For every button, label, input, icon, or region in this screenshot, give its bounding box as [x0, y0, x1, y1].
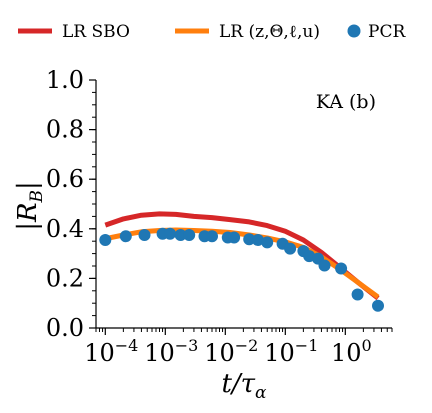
data-point	[243, 233, 256, 246]
data-point	[351, 288, 364, 301]
x-tick-base: 10	[84, 339, 115, 367]
x-tick-label: 100	[331, 336, 372, 367]
data-point	[164, 227, 176, 240]
data-point	[228, 231, 241, 244]
x-tick-base: 10	[331, 339, 362, 367]
legend-label-1: LR (z,Θ,ℓ,u)	[219, 22, 320, 42]
data-point	[206, 230, 218, 243]
data-point	[335, 262, 348, 275]
x-tick-exponent: −4	[115, 336, 139, 355]
x-axis-title-sub: α	[255, 383, 267, 403]
data-point	[251, 234, 264, 246]
legend-label-0: LR SBO	[62, 22, 130, 42]
data-point	[372, 299, 384, 312]
y-axis-title-close: |	[13, 181, 43, 190]
legend-label-2: PCR	[368, 22, 406, 42]
y-tick-label: 0.0	[46, 314, 84, 342]
data-point	[183, 229, 196, 241]
x-tick-exponent: −2	[235, 336, 259, 355]
plot-area	[99, 211, 384, 312]
x-tick-base: 10	[144, 339, 175, 367]
y-tick-label: 1.0	[46, 66, 84, 94]
data-point	[174, 229, 187, 241]
x-tick-label: 10−3	[144, 336, 198, 367]
data-point	[261, 236, 274, 249]
x-tick-base: 10	[264, 339, 295, 367]
x-tick-exponent: −3	[175, 336, 199, 355]
data-point	[119, 230, 132, 243]
x-tick-label: 10−4	[84, 336, 138, 367]
legend: LR SBO LR (z,Θ,ℓ,u) PCR	[18, 22, 406, 42]
panel-annotation: KA (b)	[316, 91, 376, 113]
y-tick-label: 0.6	[46, 165, 84, 193]
x-axis-title-main: t/τ	[221, 369, 255, 399]
axes: 0.00.20.40.60.81.010−4 10−3 10−2 10−1 100t/τ…	[13, 66, 393, 403]
x-tick-exponent: −1	[295, 336, 319, 355]
x-axis-title: t/τα	[221, 369, 267, 403]
y-tick-label: 0.8	[46, 116, 84, 144]
data-point	[318, 259, 331, 272]
x-tick-exponent: 0	[361, 336, 371, 355]
y-axis-title-main: |R	[13, 202, 43, 230]
x-tick-base: 10	[204, 339, 235, 367]
y-axis-title: |RB|	[13, 181, 47, 231]
data-point	[99, 234, 112, 246]
y-axis-title-sub: B	[27, 190, 47, 204]
y-tick-label: 0.4	[46, 215, 84, 243]
legend-swatch-2	[347, 24, 361, 38]
series-line-0	[104, 211, 380, 301]
x-tick-label: 10−1	[264, 336, 318, 367]
x-tick-label: 10−2	[204, 336, 258, 367]
series-line-1	[104, 227, 380, 300]
y-tick-label: 0.2	[46, 264, 84, 292]
data-point	[284, 242, 297, 255]
data-point	[138, 229, 151, 241]
